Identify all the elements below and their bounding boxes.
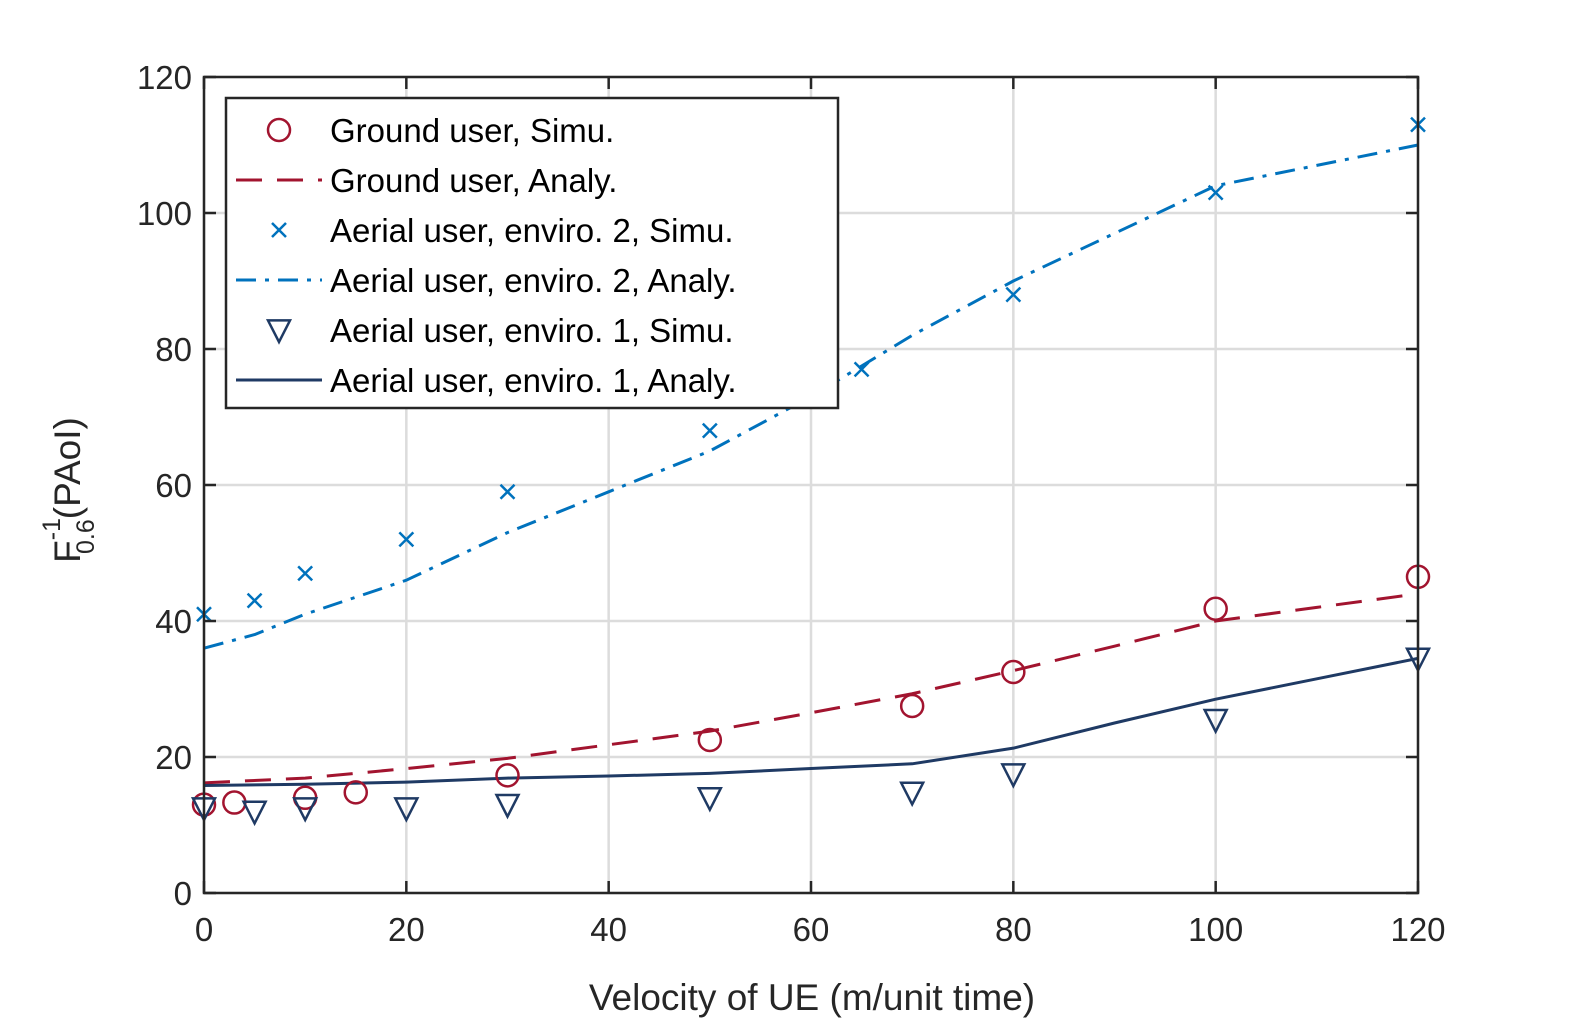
data-point	[899, 781, 926, 808]
y-tick-label: 60	[155, 467, 192, 504]
data-point	[398, 531, 415, 548]
series-markers-4	[190, 647, 1432, 827]
legend-marker-symbol	[265, 319, 293, 345]
x-tick-label: 40	[590, 911, 627, 948]
data-point	[853, 361, 870, 378]
series-layer	[190, 116, 1432, 827]
x-tick-label: 120	[1390, 911, 1445, 948]
data-point	[393, 797, 420, 823]
legend: Ground user, Simu. Ground user, Analy. Aer…	[224, 96, 840, 410]
legend-item-2: Aerial user, enviro. 2, Simu.	[271, 212, 734, 249]
legend-box	[224, 96, 840, 410]
x-tick-label: 0	[195, 911, 213, 948]
y-axis-label: F-1 0.6(PAoI)	[38, 417, 100, 563]
legend-item-3: Aerial user, enviro. 2, Analy.	[236, 262, 737, 299]
data-point	[697, 727, 723, 753]
legend-item-0: Ground user, Simu.	[266, 112, 614, 149]
legend-items: Ground user, Simu. Ground user, Analy. Aer…	[236, 112, 737, 399]
y-axis-label-subscript: 0.6	[72, 519, 100, 554]
data-point	[241, 800, 268, 827]
data-point	[246, 592, 263, 609]
legend-item-5: Aerial user, enviro. 1, Analy.	[236, 362, 737, 399]
y-axis-label-main: F	[47, 540, 88, 563]
data-point	[1207, 184, 1224, 201]
legend-label: Aerial user, enviro. 1, Simu.	[330, 312, 734, 349]
data-point	[495, 763, 520, 788]
legend-label: Aerial user, enviro. 1, Analy.	[330, 362, 737, 399]
y-tick-label: 0	[174, 875, 192, 912]
data-point	[1005, 286, 1022, 303]
y-tick-label: 20	[155, 739, 192, 776]
data-point	[1203, 596, 1228, 622]
legend-label: Ground user, Analy.	[330, 162, 617, 199]
x-tick-label: 20	[388, 911, 425, 948]
svg-text:F-10.6(PAoI): F-1 0.6(PAoI)	[38, 417, 100, 563]
tick-labels: 0 20 40 60 80 100 120 0 20 40 60 80 100 120	[137, 59, 1446, 948]
y-tick-label: 40	[155, 603, 192, 640]
y-axis-label-superscript: -1	[38, 518, 66, 540]
x-tick-label: 80	[995, 911, 1032, 948]
y-tick-label: 100	[137, 195, 192, 232]
legend-label: Aerial user, enviro. 2, Analy.	[330, 262, 737, 299]
legend-label: Aerial user, enviro. 2, Simu.	[330, 212, 734, 249]
data-point	[1001, 659, 1026, 685]
data-point	[499, 483, 516, 500]
data-point	[899, 693, 925, 719]
data-point	[343, 780, 368, 805]
series-line-5	[203, 656, 1419, 788]
legend-item-4: Aerial user, enviro. 1, Simu.	[265, 312, 734, 349]
y-tick-label: 120	[137, 59, 192, 96]
x-axis-label: Velocity of UE (m/unit time)	[589, 977, 1035, 1018]
data-point	[696, 786, 723, 813]
data-point	[1000, 763, 1027, 789]
data-point	[297, 565, 314, 582]
series-line-3	[203, 143, 1419, 650]
legend-marker-symbol	[266, 117, 292, 143]
legend-item-1: Ground user, Analy.	[236, 162, 617, 199]
legend-label: Ground user, Simu.	[330, 112, 614, 149]
data-point	[1202, 708, 1229, 735]
series-markers-2	[196, 116, 1426, 623]
data-point	[494, 793, 521, 820]
y-axis-label-suffix: (PAoI)	[47, 417, 88, 519]
axis-ticks	[202, 75, 1420, 895]
x-tick-label: 60	[793, 911, 830, 948]
data-point	[292, 797, 319, 823]
legend-marker-symbol	[271, 222, 287, 238]
x-tick-label: 100	[1188, 911, 1243, 948]
data-point	[701, 422, 718, 439]
y-tick-label: 80	[155, 331, 192, 368]
